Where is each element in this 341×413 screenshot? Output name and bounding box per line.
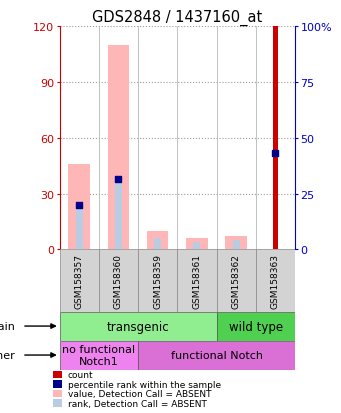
Bar: [138, 341, 295, 370]
Bar: [108, 45, 129, 250]
Bar: [177, 250, 217, 312]
Text: GSM158360: GSM158360: [114, 254, 123, 308]
Bar: [147, 231, 168, 250]
Bar: [217, 250, 256, 312]
Text: GSM158362: GSM158362: [232, 254, 241, 308]
Bar: [217, 312, 295, 341]
Text: rank, Detection Call = ABSENT: rank, Detection Call = ABSENT: [68, 399, 206, 408]
Text: no functional
Notch1: no functional Notch1: [62, 344, 135, 366]
Bar: [69, 164, 90, 250]
Text: GSM158361: GSM158361: [192, 254, 202, 308]
Bar: [60, 250, 99, 312]
Text: GSM158357: GSM158357: [75, 254, 84, 308]
Bar: [154, 239, 161, 250]
Text: functional Notch: functional Notch: [170, 350, 263, 360]
Bar: [76, 205, 83, 250]
Text: GSM158359: GSM158359: [153, 254, 162, 308]
Bar: [115, 179, 122, 250]
Text: strain: strain: [0, 321, 15, 331]
Text: count: count: [68, 370, 93, 379]
Text: percentile rank within the sample: percentile rank within the sample: [68, 380, 221, 389]
Bar: [273, 27, 278, 250]
Bar: [193, 242, 201, 250]
Text: wild type: wild type: [229, 320, 283, 333]
Text: GSM158363: GSM158363: [271, 254, 280, 308]
Bar: [138, 250, 177, 312]
Bar: [99, 250, 138, 312]
Point: [116, 176, 121, 183]
Text: transgenic: transgenic: [107, 320, 169, 333]
Bar: [225, 237, 247, 250]
Bar: [186, 239, 208, 250]
Text: value, Detection Call = ABSENT: value, Detection Call = ABSENT: [68, 389, 211, 398]
Point: [272, 151, 278, 157]
Bar: [60, 341, 138, 370]
Title: GDS2848 / 1437160_at: GDS2848 / 1437160_at: [92, 9, 263, 26]
Bar: [233, 240, 240, 250]
Point: [76, 202, 82, 209]
Text: other: other: [0, 350, 15, 360]
Bar: [60, 312, 217, 341]
Bar: [256, 250, 295, 312]
